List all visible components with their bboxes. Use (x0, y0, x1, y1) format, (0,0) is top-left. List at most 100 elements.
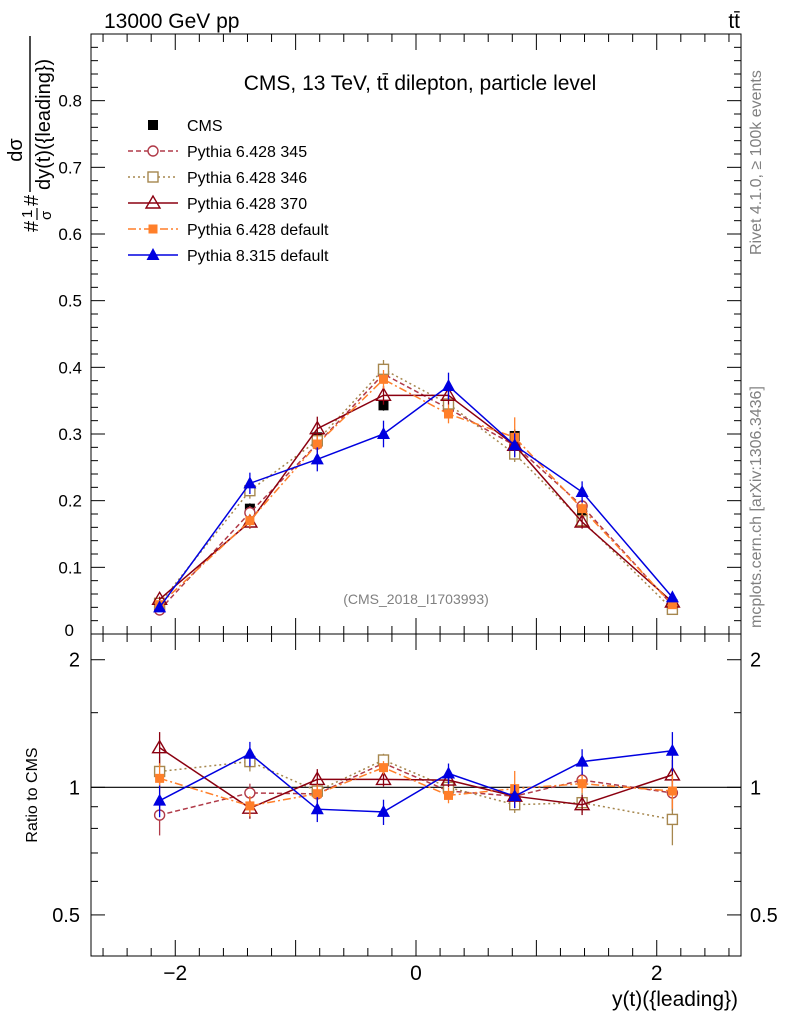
main-ytick-labels: 0.1 0.2 0.3 0.4 0.5 0.6 0.7 0.8 (58, 92, 82, 578)
ratio-point (153, 793, 167, 806)
ylabel-hash-2: # (21, 194, 43, 206)
xtick-label: 2 (651, 962, 663, 985)
ratio-point (577, 779, 587, 789)
legend-item-pythia-6-428-370: Pythia 6.428 370 (128, 194, 307, 213)
legend-item-pythia-6-428-default: Pythia 6.428 default (128, 222, 329, 239)
main-point (312, 439, 322, 449)
legend-marker (147, 171, 159, 183)
ratio-point (666, 813, 679, 826)
ratio-line-pythia-8-315-default (159, 749, 673, 813)
main-point (243, 476, 257, 489)
ratio-ytick-label: 1 (69, 777, 80, 799)
main-series-pythia-6-428-default (155, 370, 677, 610)
ratio-ytick-label-right: 2 (750, 650, 761, 672)
main-series-layer (151, 360, 681, 616)
ratio-point (575, 754, 589, 767)
ratio-point (245, 801, 255, 811)
ratio-point (665, 743, 679, 756)
legend-marker (147, 145, 159, 157)
main-ytick-label: 0.8 (58, 92, 82, 111)
legend-marker (146, 248, 160, 260)
ratio-point (243, 746, 257, 759)
main-line-pythia-6-428-default (159, 378, 673, 606)
legend-marker (148, 224, 158, 234)
rivet-label: Rivet 4.1.0, ≥ 100k events (748, 70, 765, 255)
main-panel: 0.1 0.2 0.3 0.4 0.5 0.6 0.7 0.8 CMS, 13 TeV, tt… (5, 33, 742, 640)
main-ytick-zero: 0 (65, 621, 74, 640)
main-series-cms (154, 398, 678, 611)
main-point (153, 600, 167, 613)
ratio-ytick-label: 2 (69, 650, 80, 672)
ratio-point (310, 802, 324, 815)
main-ytick-label: 0.3 (58, 425, 82, 444)
energy-label: 13000 GeV pp (104, 10, 239, 33)
main-point (379, 374, 388, 384)
ratio-axis-ticks (91, 634, 741, 956)
xtick-label: 0 (410, 962, 422, 985)
main-point (440, 386, 457, 402)
ratio-point (312, 789, 322, 799)
ratio-ylabel: Ratio to CMS (24, 747, 41, 842)
legend-item-cms: CMS (148, 118, 223, 135)
ratio-series-pythia-8-315-default (153, 732, 679, 825)
ylabel-denominator: dy(t)({leading}) (33, 59, 55, 190)
legend-label: Pythia 6.428 345 (187, 144, 307, 161)
ratio-point (440, 771, 457, 786)
main-line-pythia-6-428-345 (159, 373, 673, 611)
main-series-pythia-6-428-346 (153, 360, 679, 616)
legend-marker (148, 120, 158, 130)
main-series-pythia-8-315-default (153, 372, 679, 613)
ratio-point (375, 771, 392, 786)
main-point (377, 427, 390, 439)
legend-item-pythia-6-428-345: Pythia 6.428 345 (128, 144, 307, 161)
main-point (665, 590, 679, 603)
legend-label: Pythia 6.428 346 (187, 170, 307, 187)
main-point (442, 379, 455, 391)
main-point (573, 513, 591, 528)
main-line-pythia-6-428-346 (159, 368, 673, 610)
main-point (245, 516, 255, 526)
main-axis-ticks (91, 34, 741, 634)
ratio-point (377, 804, 390, 817)
main-point (444, 409, 453, 419)
ratio-point (309, 771, 326, 786)
ratio-point (151, 739, 168, 754)
ratio-point (444, 790, 453, 800)
ratio-point (442, 766, 455, 779)
main-line-pythia-8-315-default (159, 385, 673, 608)
main-ytick-label: 0.2 (58, 492, 82, 511)
main-point (667, 600, 677, 610)
main-ytick-label: 0.7 (58, 158, 82, 177)
legend-label: Pythia 8.315 default (187, 248, 329, 265)
legend: CMS Pythia 6.428 345 Pythia 6.428 346 Pythi… (128, 118, 329, 265)
ratio-ytick-labels: 0.5 0.5 1 1 2 2 (52, 650, 778, 927)
main-ylabel: # 1 σ # dσ dy(t)({leading}) (5, 36, 55, 232)
legend-label: Pythia 6.428 370 (187, 196, 307, 213)
main-point (575, 485, 589, 497)
ylabel-dsigma: dσ (5, 138, 27, 162)
main-ytick-label: 0.4 (58, 358, 82, 377)
xtick-label: −2 (163, 962, 187, 985)
ratio-ytick-label-right: 1 (750, 777, 761, 799)
legend-label: Pythia 6.428 default (187, 222, 329, 239)
ylabel-one: 1 (19, 210, 36, 218)
ratio-series-pythia-6-428-370 (151, 732, 681, 819)
main-ytick-label: 0.6 (58, 225, 82, 244)
ratio-line-pythia-6-428-345 (159, 762, 673, 816)
main-point (309, 420, 326, 435)
xaxis-label: y(t)({leading}) (612, 988, 738, 1011)
legend-label: CMS (187, 118, 223, 135)
legend-item-pythia-8-315-default: Pythia 8.315 default (128, 248, 329, 265)
ratio-xtick-labels: −2 0 2 (163, 962, 662, 985)
ratio-point (508, 789, 522, 802)
ratio-ytick-label: 0.5 (52, 905, 80, 927)
ratio-line-pythia-6-428-default (159, 766, 673, 807)
main-ytick-label: 0.5 (58, 292, 82, 311)
main-point (310, 452, 324, 465)
ratio-series-layer (151, 732, 681, 846)
main-line-pythia-6-428-370 (159, 394, 673, 603)
process-label: tt̄ (728, 10, 740, 33)
ratio-point (155, 773, 165, 783)
main-ytick-label: 0.1 (58, 558, 82, 577)
